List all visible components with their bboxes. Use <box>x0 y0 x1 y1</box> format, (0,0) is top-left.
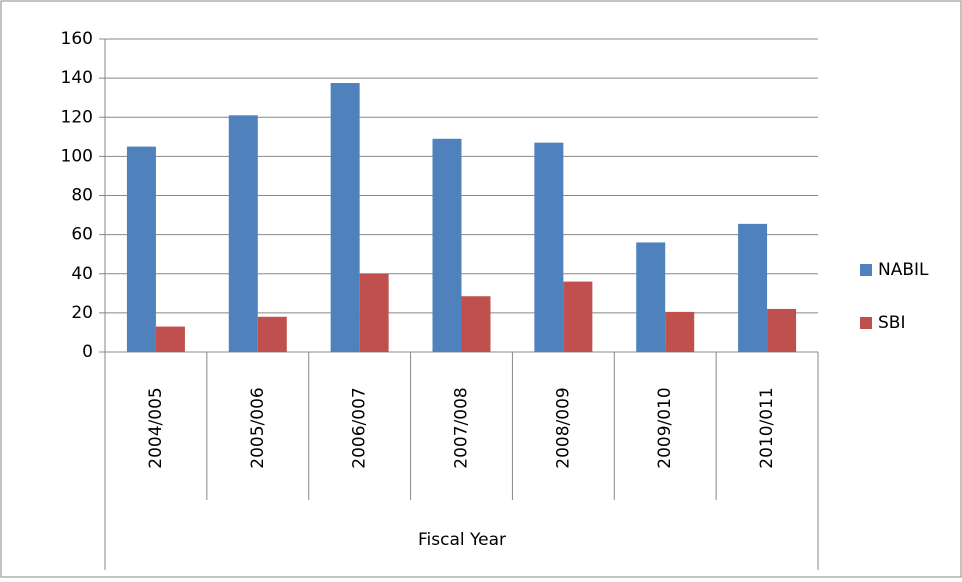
bar <box>738 223 768 352</box>
x-tick-label: 2004/005 <box>146 387 166 468</box>
legend-swatch <box>860 317 872 329</box>
x-tick-label: 2008/009 <box>553 387 573 468</box>
y-tick-label: 80 <box>71 186 93 206</box>
legend-label: SBI <box>878 313 905 333</box>
y-tick-label: 60 <box>71 225 93 245</box>
x-tick-label: 2010/011 <box>757 387 777 468</box>
y-tick-label: 160 <box>61 29 93 49</box>
bar <box>155 326 185 352</box>
bar <box>257 316 287 352</box>
x-tick-label: 2007/008 <box>452 387 472 468</box>
bar <box>636 242 666 352</box>
bar <box>461 296 491 352</box>
x-tick-label: 2009/010 <box>655 387 675 468</box>
x-tick-label: 2005/006 <box>248 387 268 468</box>
bar <box>359 273 389 352</box>
bar <box>432 138 462 352</box>
bar <box>330 83 360 352</box>
y-tick-label: 140 <box>61 68 93 88</box>
y-tick-label: 120 <box>61 107 93 127</box>
bar <box>665 311 695 352</box>
bar <box>534 142 564 352</box>
bar <box>126 146 156 352</box>
legend-label: NABIL <box>878 260 929 280</box>
x-axis-label: Fiscal Year <box>418 530 506 550</box>
y-tick-label: 100 <box>61 146 93 166</box>
bar <box>563 281 593 352</box>
y-tick-label: 20 <box>71 303 93 323</box>
bar <box>767 308 797 352</box>
y-tick-label: 0 <box>82 342 93 362</box>
bar <box>228 115 258 352</box>
legend-swatch <box>860 264 872 276</box>
x-tick-label: 2006/007 <box>350 387 370 468</box>
y-tick-label: 40 <box>71 264 93 284</box>
